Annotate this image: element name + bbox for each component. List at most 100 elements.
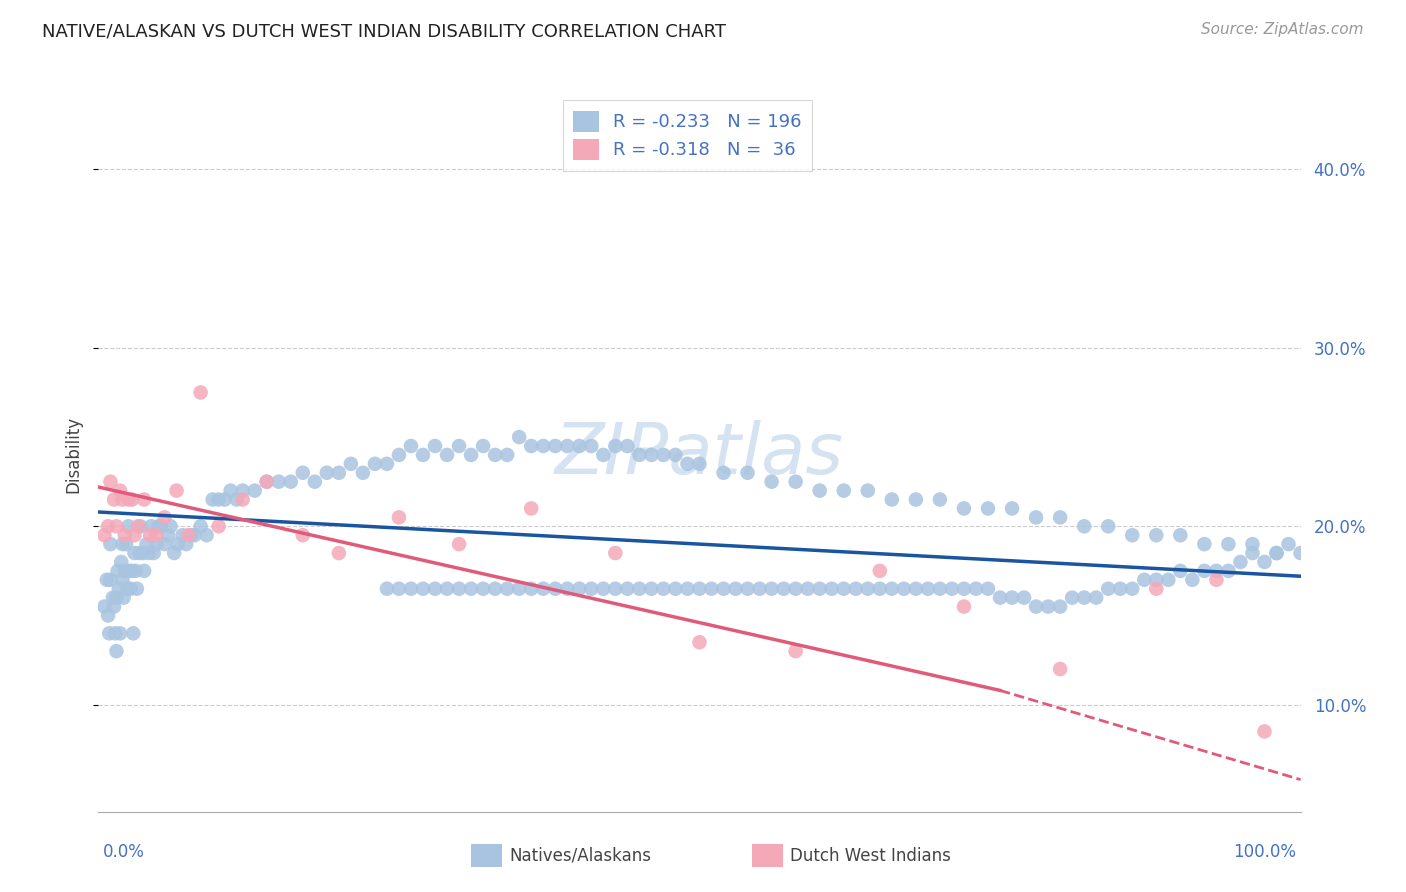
Point xyxy=(256,475,278,489)
Point xyxy=(472,439,495,453)
Point xyxy=(1144,582,1167,596)
Point xyxy=(328,546,350,560)
Point xyxy=(1194,537,1216,551)
Point xyxy=(243,483,266,498)
Point xyxy=(100,537,122,551)
Point xyxy=(340,457,363,471)
Text: 100.0%: 100.0% xyxy=(1233,843,1296,861)
Point xyxy=(1205,573,1227,587)
Point xyxy=(676,582,699,596)
Point xyxy=(1241,537,1264,551)
Point xyxy=(1289,546,1312,560)
Point xyxy=(1133,573,1156,587)
Point xyxy=(375,457,398,471)
Bar xyxy=(471,844,502,867)
Point xyxy=(845,582,868,596)
Point xyxy=(869,582,891,596)
Point xyxy=(104,626,127,640)
Point xyxy=(232,492,254,507)
Point xyxy=(785,475,807,489)
Point xyxy=(105,591,128,605)
Point xyxy=(120,582,142,596)
Point xyxy=(460,448,482,462)
Point xyxy=(328,466,350,480)
Point xyxy=(159,519,181,533)
Point xyxy=(141,519,163,533)
Point xyxy=(965,582,987,596)
Point xyxy=(676,457,699,471)
Point xyxy=(447,439,470,453)
Point xyxy=(177,528,200,542)
Point xyxy=(115,537,138,551)
Point xyxy=(689,635,711,649)
Point xyxy=(105,519,128,533)
Point xyxy=(1025,599,1047,614)
Text: Source: ZipAtlas.com: Source: ZipAtlas.com xyxy=(1201,22,1364,37)
Point xyxy=(941,582,963,596)
Point xyxy=(1205,564,1227,578)
Point xyxy=(412,582,434,596)
Point xyxy=(724,582,747,596)
Point xyxy=(1181,573,1204,587)
Point xyxy=(117,492,139,507)
Point xyxy=(640,582,662,596)
Point xyxy=(1144,573,1167,587)
Point xyxy=(472,582,495,596)
Point xyxy=(772,582,794,596)
Point xyxy=(1121,528,1143,542)
Point xyxy=(484,448,506,462)
Point xyxy=(280,475,302,489)
Text: 0.0%: 0.0% xyxy=(103,843,145,861)
Point xyxy=(689,457,711,471)
Point xyxy=(520,501,543,516)
Point xyxy=(640,448,662,462)
Point xyxy=(190,385,212,400)
Point xyxy=(100,475,122,489)
Point xyxy=(190,519,212,533)
Point xyxy=(105,644,128,658)
Point xyxy=(375,582,398,596)
Point xyxy=(1170,564,1192,578)
Point xyxy=(761,582,783,596)
Point xyxy=(652,582,675,596)
Point xyxy=(399,582,422,596)
Point xyxy=(496,582,519,596)
Point xyxy=(689,582,711,596)
Point xyxy=(111,492,134,507)
Point xyxy=(664,448,686,462)
Point xyxy=(208,519,231,533)
Point xyxy=(304,475,326,489)
Point xyxy=(138,546,160,560)
Point xyxy=(423,439,446,453)
Point xyxy=(111,537,134,551)
Text: Dutch West Indians: Dutch West Indians xyxy=(790,847,950,864)
Point xyxy=(132,492,155,507)
Point xyxy=(225,492,247,507)
Point xyxy=(108,483,131,498)
Point xyxy=(93,599,115,614)
Point xyxy=(117,519,139,533)
Point xyxy=(132,564,155,578)
Point xyxy=(172,528,194,542)
Point xyxy=(388,510,411,524)
Point xyxy=(1049,599,1071,614)
Text: NATIVE/ALASKAN VS DUTCH WEST INDIAN DISABILITY CORRELATION CHART: NATIVE/ALASKAN VS DUTCH WEST INDIAN DISA… xyxy=(42,22,725,40)
Point xyxy=(856,483,879,498)
Point xyxy=(112,591,135,605)
Point xyxy=(856,582,879,596)
Point xyxy=(291,528,314,542)
Point xyxy=(496,448,519,462)
Point xyxy=(713,582,735,596)
Point xyxy=(628,582,651,596)
Point xyxy=(1265,546,1288,560)
Point xyxy=(664,582,686,596)
Point xyxy=(107,564,129,578)
Point xyxy=(917,582,939,596)
Point xyxy=(953,582,976,596)
Point xyxy=(1001,591,1024,605)
Point xyxy=(1241,546,1264,560)
Point xyxy=(142,546,165,560)
Point xyxy=(1085,591,1108,605)
Point xyxy=(1109,582,1132,596)
Point xyxy=(605,582,627,596)
